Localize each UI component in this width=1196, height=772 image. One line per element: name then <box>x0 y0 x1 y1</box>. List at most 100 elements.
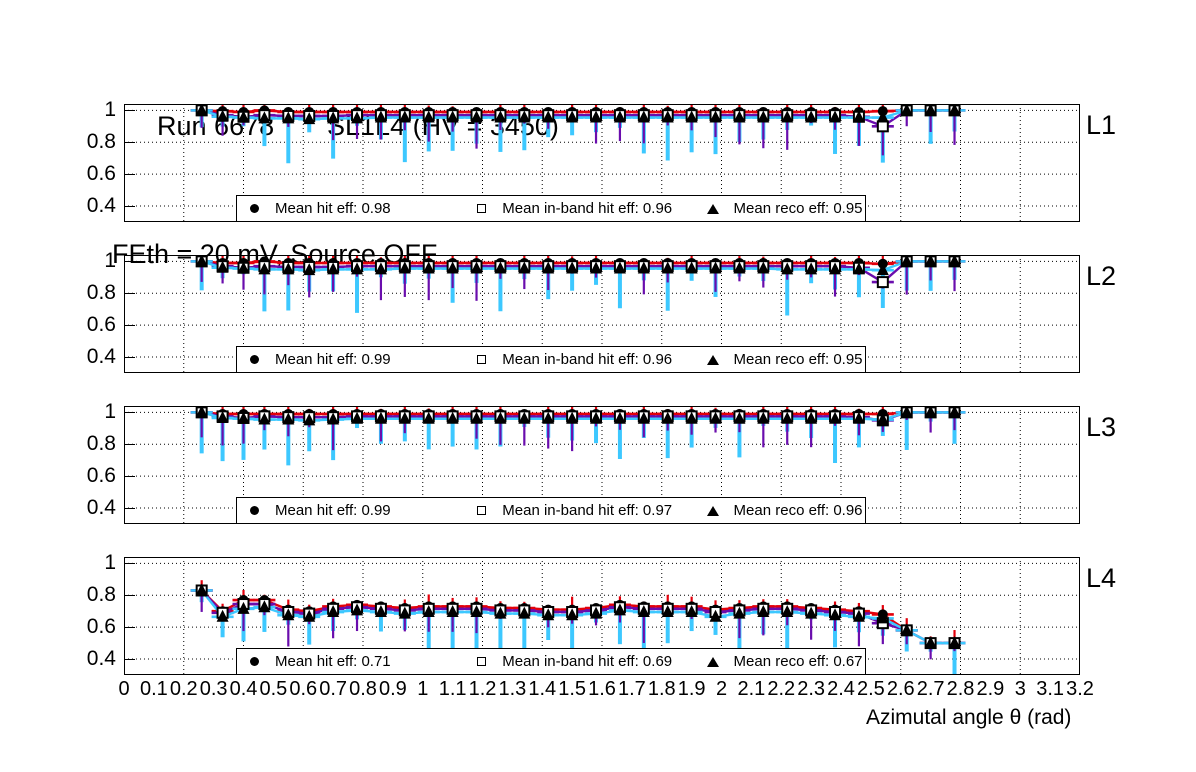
y-tick-mark <box>124 357 135 359</box>
marker-reco-eff <box>590 261 603 274</box>
marker-reco-eff <box>757 261 770 274</box>
y-tick-label: 0.6 <box>86 162 116 186</box>
marker-reco-eff <box>613 411 626 424</box>
hit-eff-marker-icon-glyph <box>249 355 259 364</box>
marker-reco-eff <box>637 605 650 618</box>
x-tick-label: 2.6 <box>886 678 915 700</box>
marker-reco-eff <box>518 411 531 424</box>
y-tick-label: 0.8 <box>86 130 116 154</box>
inband-eff-marker-icon-glyph <box>476 355 486 364</box>
x-tick-label: 1.2 <box>468 678 497 700</box>
y-tick-mark <box>124 110 135 112</box>
reco-eff-marker-icon <box>696 505 730 516</box>
marker-reco-eff <box>948 636 961 649</box>
marker-reco-eff <box>351 411 364 424</box>
marker-reco-eff <box>374 411 387 424</box>
marker-reco-eff <box>948 406 961 418</box>
marker-reco-eff <box>216 260 229 273</box>
marker-reco-eff <box>661 411 674 424</box>
legend-item-reco-eff: Mean reco eff: 0.96 <box>696 502 865 519</box>
reco-eff-marker-icon-glyph <box>706 203 719 214</box>
marker-reco-eff <box>282 111 295 124</box>
marker-reco-eff <box>733 261 746 274</box>
y-tick-mark <box>124 174 135 176</box>
x-tick-label: 1.4 <box>528 678 557 700</box>
marker-reco-eff <box>876 412 889 425</box>
legend-l1: Mean hit eff: 0.98 Mean in-band hit eff: … <box>236 195 866 222</box>
hit-eff-marker-icon-glyph <box>249 657 259 666</box>
marker-reco-eff <box>258 262 271 275</box>
marker-reco-eff <box>494 606 507 619</box>
legend-item-hit-eff-label: Mean hit eff: 0.99 <box>275 502 391 519</box>
marker-reco-eff <box>733 411 746 424</box>
x-tick-label: 1.9 <box>677 678 706 700</box>
marker-reco-eff <box>422 261 435 274</box>
hit-eff-marker-icon-glyph <box>249 506 259 515</box>
x-tick-label: 1.6 <box>588 678 616 700</box>
y-tick-label: 0.6 <box>86 615 116 639</box>
marker-reco-eff <box>422 605 435 618</box>
marker-reco-eff <box>195 255 208 267</box>
x-tick-label: 3 <box>1014 678 1026 700</box>
plot-area-l3 <box>124 406 1080 524</box>
legend-item-inband-eff: Mean in-band hit eff: 0.69 <box>464 653 695 670</box>
x-tick-label: 2.3 <box>797 678 826 700</box>
legend-l2: Mean hit eff: 0.99 Mean in-band hit eff: … <box>236 346 866 373</box>
marker-reco-eff <box>637 261 650 274</box>
legend-item-inband-eff-label: Mean in-band hit eff: 0.69 <box>502 653 673 670</box>
marker-reco-eff <box>398 606 411 619</box>
marker-reco-eff <box>948 104 961 116</box>
marker-reco-eff <box>374 605 387 618</box>
y-tick-mark <box>124 659 135 661</box>
marker-reco-eff <box>590 411 603 424</box>
marker-reco-eff <box>661 605 674 618</box>
legend-item-reco-eff-label: Mean reco eff: 0.95 <box>733 200 863 217</box>
marker-reco-eff <box>282 262 295 275</box>
marker-reco-eff <box>282 412 295 425</box>
marker-reco-eff <box>470 261 483 274</box>
panel-l2: 1 0.8 0.6 0.4 Mean hit eff: 0.99 Mean in-band… <box>87 250 1080 373</box>
x-tick-label: 2.8 <box>946 678 975 700</box>
marker-reco-eff <box>518 606 531 619</box>
marker-reco-eff <box>924 406 937 418</box>
y-tick-label: 0.4 <box>86 496 116 520</box>
marker-reco-eff <box>685 411 698 424</box>
marker-inband-eff <box>876 276 889 289</box>
legend-item-hit-eff: Mean hit eff: 0.99 <box>237 502 464 519</box>
marker-reco-eff <box>351 603 364 616</box>
marker-reco-eff <box>518 110 531 123</box>
marker-reco-eff <box>327 605 340 618</box>
marker-reco-eff <box>829 608 842 621</box>
marker-reco-eff <box>327 111 340 124</box>
hit-eff-marker-icon <box>237 355 271 364</box>
y-tick-mark <box>124 444 135 446</box>
marker-reco-eff <box>613 603 626 616</box>
y-axis-l3: 1 0.8 0.6 0.4 <box>84 401 124 524</box>
marker-reco-eff <box>566 110 579 123</box>
x-tick-label: 0 <box>118 678 130 700</box>
marker-reco-eff <box>494 411 507 424</box>
marker-reco-eff <box>195 406 208 418</box>
y-tick-label: 1 <box>104 551 116 575</box>
marker-reco-eff <box>374 262 387 275</box>
marker-reco-eff <box>195 583 208 596</box>
marker-reco-eff <box>398 110 411 123</box>
inband-eff-marker-icon <box>464 355 498 364</box>
y-tick-mark <box>124 293 135 295</box>
marker-reco-eff <box>566 608 579 621</box>
panel-l3: 1 0.8 0.6 0.4 Mean hit eff: 0.99 Mean in-band… <box>87 401 1080 524</box>
hit-eff-marker-icon <box>237 204 271 213</box>
reco-eff-marker-icon <box>696 203 730 214</box>
x-tick-label: 2.1 <box>737 678 766 700</box>
hit-eff-marker-icon <box>237 657 271 666</box>
y-tick-label: 1 <box>104 98 116 122</box>
marker-reco-eff <box>948 255 961 267</box>
marker-reco-eff <box>781 411 794 424</box>
marker-reco-eff <box>398 411 411 424</box>
marker-reco-eff <box>900 406 913 418</box>
marker-reco-eff <box>900 255 913 267</box>
y-tick-mark <box>124 261 135 263</box>
marker-reco-eff <box>351 111 364 124</box>
x-tick-label: 0.1 <box>139 678 168 700</box>
x-tick-label: 2.7 <box>916 678 945 700</box>
